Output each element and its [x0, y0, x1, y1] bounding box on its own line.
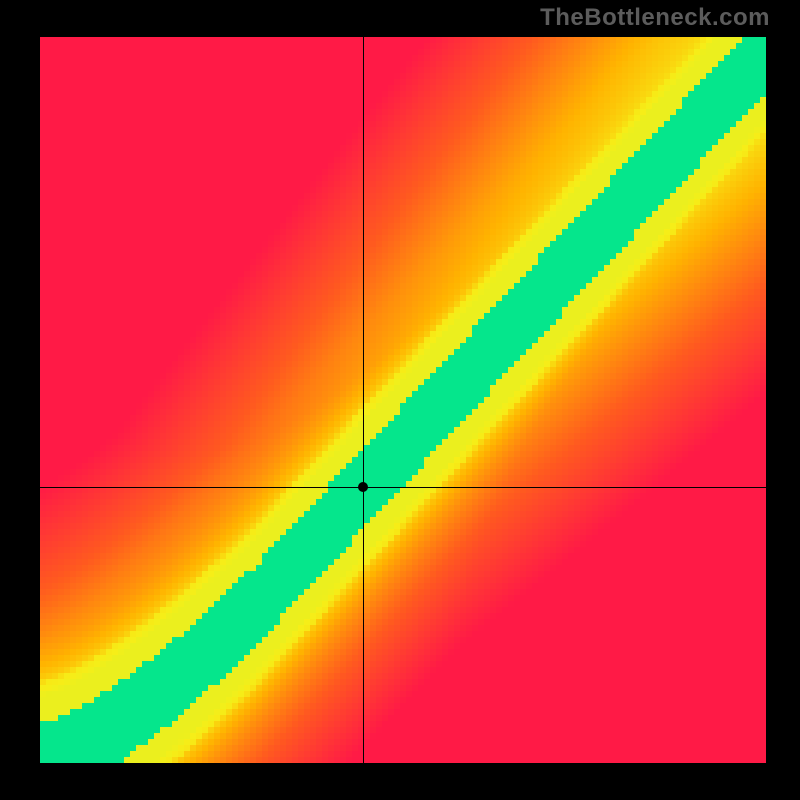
crosshair-marker	[358, 482, 368, 492]
watermark-text: TheBottleneck.com	[540, 4, 770, 32]
bottleneck-heatmap	[40, 37, 766, 763]
crosshair-horizontal	[40, 487, 766, 488]
heatmap-canvas	[40, 37, 766, 763]
crosshair-vertical	[363, 37, 364, 763]
